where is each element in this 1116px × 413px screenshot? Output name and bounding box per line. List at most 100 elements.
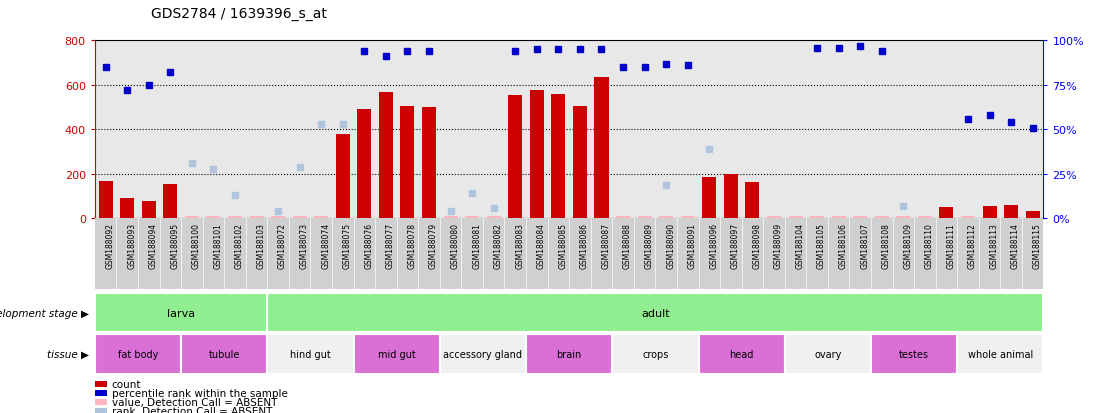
Bar (699, 335, 785, 374)
Text: GSM188074: GSM188074 (321, 222, 330, 268)
Text: GSM188093: GSM188093 (127, 222, 136, 268)
Bar (789, 216, 802, 219)
Text: GSM188080: GSM188080 (451, 222, 460, 268)
Text: ovary: ovary (815, 349, 841, 359)
Text: GDS2784 / 1639396_s_at: GDS2784 / 1639396_s_at (151, 7, 327, 21)
Bar (961, 216, 975, 219)
Text: GSM188082: GSM188082 (493, 222, 502, 268)
Bar (95, 293, 268, 332)
Text: rank, Detection Call = ABSENT: rank, Detection Call = ABSENT (112, 406, 272, 413)
Bar (875, 216, 888, 219)
Text: GSM188092: GSM188092 (106, 222, 115, 268)
Bar (185, 216, 199, 219)
Bar (810, 216, 824, 219)
Bar (831, 216, 846, 219)
Bar (250, 216, 263, 219)
Text: accessory gland: accessory gland (443, 349, 522, 359)
Bar (940, 208, 953, 219)
Text: tubule: tubule (209, 349, 240, 359)
Text: larva: larva (167, 308, 195, 318)
Bar (595, 78, 608, 219)
Text: GSM188106: GSM188106 (838, 222, 848, 268)
Bar (573, 107, 587, 219)
Text: GSM188077: GSM188077 (386, 222, 395, 268)
Bar (785, 335, 870, 374)
Bar (767, 216, 781, 219)
Text: GSM188088: GSM188088 (623, 222, 632, 268)
Bar (1026, 211, 1040, 219)
Text: tissue ▶: tissue ▶ (47, 349, 89, 359)
Bar (440, 335, 526, 374)
Text: development stage ▶: development stage ▶ (0, 308, 89, 318)
Bar (98, 181, 113, 219)
Bar (681, 216, 695, 219)
Text: GSM188085: GSM188085 (558, 222, 567, 268)
Text: GSM188090: GSM188090 (666, 222, 675, 268)
Text: GSM188095: GSM188095 (171, 222, 180, 268)
Text: GSM188097: GSM188097 (731, 222, 740, 268)
Bar (379, 93, 393, 219)
Text: GSM188096: GSM188096 (710, 222, 719, 268)
Text: percentile rank within the sample: percentile rank within the sample (112, 388, 288, 398)
Text: brain: brain (557, 349, 581, 359)
Text: GSM188086: GSM188086 (580, 222, 589, 268)
Bar (354, 335, 440, 374)
Bar (917, 216, 932, 219)
Text: GSM188101: GSM188101 (213, 222, 222, 268)
Text: fat body: fat body (118, 349, 158, 359)
Bar (660, 216, 673, 219)
Text: GSM188102: GSM188102 (235, 222, 244, 268)
Text: GSM188075: GSM188075 (343, 222, 352, 268)
Bar (357, 110, 372, 219)
Text: GSM188103: GSM188103 (257, 222, 266, 268)
Text: GSM188076: GSM188076 (364, 222, 374, 268)
Bar (181, 335, 268, 374)
Text: crops: crops (642, 349, 668, 359)
Text: GSM188083: GSM188083 (516, 222, 525, 268)
Text: count: count (112, 379, 141, 389)
Text: GSM188114: GSM188114 (1011, 222, 1020, 268)
Bar (465, 216, 479, 219)
Bar (95, 335, 181, 374)
Text: whole animal: whole animal (968, 349, 1033, 359)
Bar (616, 216, 631, 219)
Text: GSM188111: GSM188111 (946, 222, 955, 268)
Bar (702, 178, 716, 219)
Text: adult: adult (641, 308, 670, 318)
Bar (268, 293, 1043, 332)
Text: GSM188105: GSM188105 (817, 222, 826, 268)
Bar (228, 216, 242, 219)
Bar (268, 335, 354, 374)
Bar (958, 335, 1043, 374)
Bar (896, 216, 911, 219)
Bar (422, 108, 436, 219)
Text: head: head (730, 349, 753, 359)
Text: GSM188078: GSM188078 (407, 222, 416, 268)
Text: GSM188084: GSM188084 (537, 222, 546, 268)
Bar (724, 174, 738, 219)
Bar (487, 216, 501, 219)
Bar (271, 216, 285, 219)
Bar (163, 185, 177, 219)
Text: testes: testes (899, 349, 930, 359)
Bar (870, 335, 958, 374)
Text: GSM188081: GSM188081 (472, 222, 481, 268)
Bar (854, 216, 867, 219)
Text: GSM188115: GSM188115 (1032, 222, 1041, 268)
Text: GSM188104: GSM188104 (796, 222, 805, 268)
Bar (401, 107, 414, 219)
Bar (121, 199, 134, 219)
Text: GSM188079: GSM188079 (429, 222, 437, 268)
Bar (292, 216, 307, 219)
Bar (745, 182, 759, 219)
Bar (526, 335, 613, 374)
Text: GSM188072: GSM188072 (278, 222, 287, 268)
Text: GSM188107: GSM188107 (860, 222, 869, 268)
Text: GSM188113: GSM188113 (990, 222, 999, 268)
Text: mid gut: mid gut (378, 349, 415, 359)
Bar (551, 95, 566, 219)
Bar (530, 91, 543, 219)
Bar (1004, 206, 1018, 219)
Bar (508, 96, 522, 219)
Text: GSM188094: GSM188094 (148, 222, 157, 268)
